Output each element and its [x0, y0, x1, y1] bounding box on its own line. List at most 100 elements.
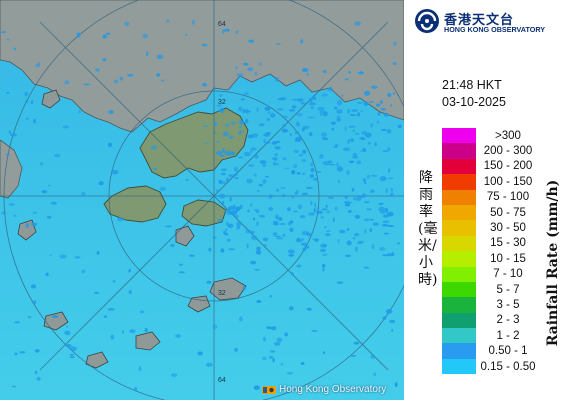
scale-swatch	[442, 235, 476, 252]
rain-echo	[35, 63, 41, 68]
rain-echo	[309, 174, 315, 178]
rain-echo	[352, 129, 355, 133]
scale-label: 10 - 15	[490, 252, 526, 265]
rain-echo	[282, 234, 286, 237]
rain-echo	[142, 33, 149, 39]
rain-echo	[314, 202, 317, 208]
rain-echo	[323, 244, 327, 248]
rain-echo	[236, 73, 244, 78]
rain-echo	[273, 222, 279, 226]
rain-echo	[354, 214, 361, 219]
radar-image: 64 32 32 64	[0, 0, 404, 400]
rain-echo	[25, 117, 29, 120]
rain-echo	[371, 85, 378, 89]
rain-echo	[366, 175, 370, 179]
rain-echo	[275, 140, 281, 144]
rain-echo	[281, 128, 288, 133]
rain-echo	[259, 62, 262, 66]
rain-echo	[95, 68, 100, 72]
rain-echo	[290, 272, 294, 276]
rain-echo	[315, 171, 322, 173]
rain-echo	[382, 150, 389, 153]
rain-echo	[266, 326, 272, 330]
rain-echo	[357, 101, 363, 104]
rain-echo	[379, 176, 387, 182]
scale-row: 0.15 - 0.50	[442, 358, 540, 375]
rain-echo	[336, 166, 344, 172]
rain-echo	[321, 263, 326, 268]
rain-echo	[243, 62, 249, 66]
rain-echo	[341, 94, 344, 98]
rain-echo	[326, 230, 331, 232]
mainland-west	[0, 139, 23, 199]
rain-echo	[298, 153, 303, 157]
rain-echo	[265, 141, 270, 144]
scale-label: 0.15 - 0.50	[480, 360, 536, 373]
scale-label: 75 - 100	[486, 191, 530, 204]
scale-label: 1 - 2	[496, 329, 520, 342]
rain-echo	[300, 102, 306, 105]
scale-row: 1 - 2	[442, 328, 540, 344]
rain-echo	[111, 169, 119, 175]
rain-echo	[124, 21, 130, 26]
rain-echo	[353, 341, 360, 345]
rain-echo	[250, 260, 257, 265]
scale-row: 30 - 50	[442, 220, 540, 236]
rain-echo	[159, 186, 166, 191]
hong-kong-territory	[139, 107, 249, 179]
rain-echo	[347, 108, 350, 114]
rain-echo	[221, 181, 226, 184]
scale-swatch	[442, 158, 476, 175]
rain-echo	[382, 220, 390, 224]
rain-echo	[334, 143, 339, 148]
rain-echo	[14, 352, 18, 356]
rain-echo	[213, 121, 217, 126]
rain-echo	[256, 190, 260, 192]
rain-echo	[282, 123, 287, 128]
rain-echo	[306, 186, 313, 190]
rain-echo	[212, 324, 218, 330]
rain-echo	[223, 28, 230, 32]
mainland-china	[0, 0, 404, 133]
rain-echo	[379, 247, 386, 251]
rain-echo	[357, 242, 363, 245]
rain-echo	[301, 159, 307, 162]
rain-echo	[377, 112, 381, 116]
rain-echo	[51, 315, 59, 318]
rain-echo	[379, 100, 383, 104]
rain-echo	[226, 177, 230, 183]
rain-echo	[344, 195, 348, 200]
radar-map[interactable]: 64 32 32 64 Hong Kong Observatory	[0, 0, 404, 400]
rain-echo	[220, 168, 228, 172]
rain-echo	[98, 181, 104, 186]
rain-echo	[391, 252, 395, 257]
rain-echo	[349, 114, 356, 116]
scale-row: 50 - 75	[442, 204, 540, 221]
legend-panel: 香港天文台 HONG KONG OBSERVATORY 21:48 HKT 03…	[404, 0, 577, 400]
rain-echo	[236, 221, 242, 227]
rain-echo	[235, 66, 238, 70]
island-southwest-1	[43, 311, 69, 331]
rain-echo	[228, 174, 233, 178]
rain-echo	[326, 210, 331, 213]
rain-echo	[238, 130, 242, 135]
range-rings	[0, 0, 404, 400]
rain-echo	[45, 272, 49, 277]
rain-echo	[331, 127, 335, 131]
range-label-north-32: 32	[218, 99, 226, 106]
rain-echo	[309, 97, 313, 103]
rain-echo	[348, 160, 355, 164]
rain-echo	[102, 34, 108, 39]
scale-swatch	[442, 266, 476, 282]
rain-echo	[74, 256, 81, 259]
rain-echo	[364, 90, 371, 96]
rain-echo	[387, 177, 394, 180]
rain-echo	[276, 42, 281, 45]
rain-echo	[384, 207, 389, 213]
rain-echo	[112, 280, 116, 283]
rain-echo	[13, 214, 17, 217]
rain-echo	[322, 351, 325, 355]
rain-echo	[228, 135, 234, 140]
rain-echo	[297, 98, 304, 102]
rain-echo	[330, 121, 337, 125]
